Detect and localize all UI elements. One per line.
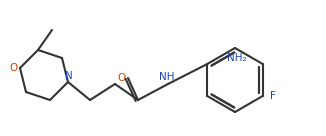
Text: NH: NH	[159, 72, 175, 82]
Text: O: O	[118, 73, 126, 83]
Text: O: O	[9, 63, 17, 73]
Text: N: N	[65, 71, 73, 81]
Text: F: F	[270, 91, 276, 101]
Text: NH₂: NH₂	[227, 53, 247, 63]
